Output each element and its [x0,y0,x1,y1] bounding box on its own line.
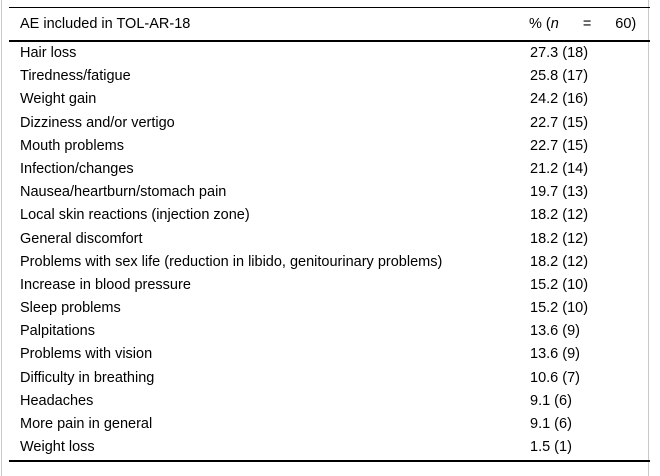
ae-percent-value: 25.8 (17) [530,68,589,85]
ae-percent-value: 15.2 (10) [530,276,589,293]
ae-label: Mouth problems [20,137,124,154]
ae-percent-value: 27.3 (18) [530,45,589,61]
ae-label: Tiredness/fatigue [20,68,131,85]
header-n-symbol: n [550,16,559,32]
table-body: Hair loss 27.3 (18) Tiredness/fatigue 25… [9,42,650,460]
table-row: Dizziness and/or vertigo 22.7 (15) [9,112,650,135]
table-row: Infection/changes 21.2 (14) [9,158,650,181]
ae-percent-value: 9.1 (6) [530,392,572,409]
ae-percent-value: 15.2 (10) [530,300,589,317]
ae-percent-value: 18.2 (12) [530,207,589,224]
ae-table: AE included in TOL-AR-18 % (n = 60) Hair l… [9,7,650,463]
table-header-row: AE included in TOL-AR-18 % (n = 60) [9,8,650,42]
ae-label: More pain in general [20,416,153,432]
table-row: Palpitations 13.6 (9) [9,320,650,343]
table-row: Headaches 9.1 (6) [9,390,650,413]
header-percent-column-label: % (n = 60) [529,8,636,40]
table-row: General discomfort 18.2 (12) [9,228,650,251]
table-row: More pain in general 9.1 (6) [9,413,650,436]
ae-percent-value: 22.7 (15) [530,137,589,154]
ae-label: Palpitations [20,323,95,340]
header-ae-column-label: AE included in TOL-AR-18 [20,16,191,32]
table-row: Difficulty in breathing 10.6 (7) [9,367,650,390]
ae-label: Nausea/heartburn/stomach pain [20,184,227,201]
ae-label: Weight loss [20,439,95,456]
ae-label: Hair loss [20,45,77,61]
table-row: Weight loss 1.5 (1) [9,436,650,459]
table-row: Tiredness/fatigue 25.8 (17) [9,65,650,88]
table-row: Weight gain 24.2 (16) [9,88,650,111]
ae-label: Dizziness and/or vertigo [20,114,175,131]
table-row: Local skin reactions (injection zone) 18… [9,204,650,227]
ae-percent-value: 24.2 (16) [530,91,589,108]
ae-percent-value: 10.6 (7) [530,369,580,386]
ae-label: Sleep problems [20,300,121,317]
ae-percent-value: 18.2 (12) [530,253,589,270]
header-n-total: 60) [615,16,637,32]
ae-label: Headaches [20,392,94,409]
ae-label: Infection/changes [20,160,134,177]
header-equals-sign: = [582,16,592,32]
ae-label: Increase in blood pressure [20,276,191,293]
ae-percent-value: 18.2 (12) [530,230,589,247]
ae-percent-value: 21.2 (14) [530,160,589,177]
table-row: Nausea/heartburn/stomach pain 19.7 (13) [9,181,650,204]
ae-percent-value: 9.1 (6) [530,416,572,432]
ae-percent-value: 19.7 (13) [530,184,589,201]
ae-label: Weight gain [20,91,97,108]
ae-percent-value: 13.6 (9) [530,323,580,340]
table-row: Hair loss 27.3 (18) [9,42,650,65]
ae-percent-value: 13.6 (9) [530,346,580,363]
ae-percent-value: 1.5 (1) [530,439,572,456]
table-row: Mouth problems 22.7 (15) [9,135,650,158]
table-row: Problems with sex life (reduction in lib… [9,251,650,274]
ae-percent-value: 22.7 (15) [530,114,589,131]
ae-label: General discomfort [20,230,143,247]
table-row: Problems with vision 13.6 (9) [9,343,650,366]
ae-label: Problems with vision [20,346,153,363]
ae-label: Local skin reactions (injection zone) [20,207,250,224]
header-percent-prefix: % ( [529,16,551,32]
table-row: Sleep problems 15.2 (10) [9,297,650,320]
ae-label: Difficulty in breathing [20,369,155,386]
ae-label: Problems with sex life (reduction in lib… [20,253,443,270]
table-row: Increase in blood pressure 15.2 (10) [9,274,650,297]
